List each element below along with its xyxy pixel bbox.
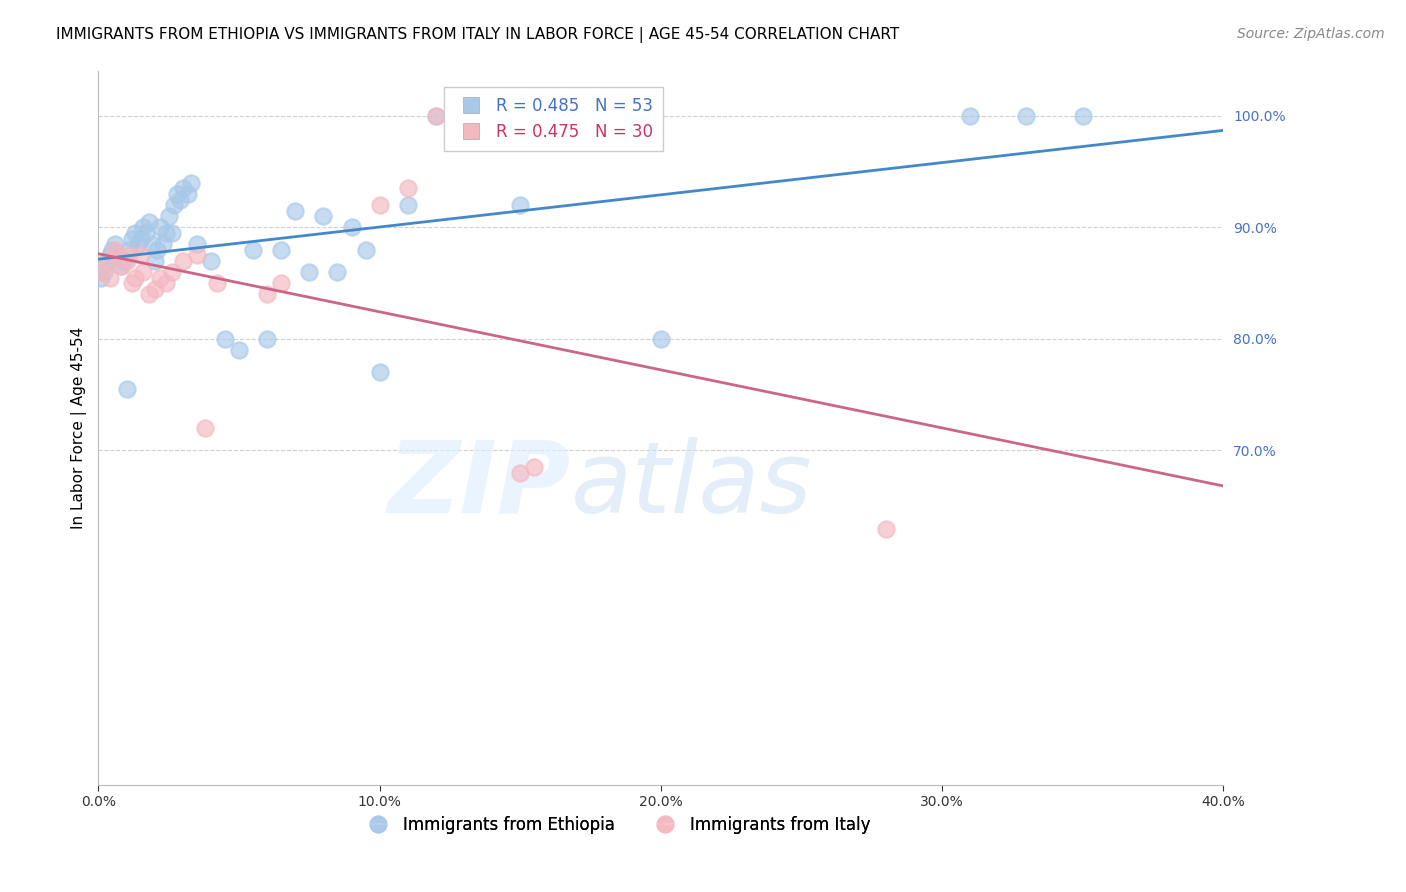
- Point: [132, 220, 155, 235]
- Point: [121, 232, 143, 246]
- Point: [326, 265, 349, 279]
- Point: [98, 248, 121, 262]
- Point: [270, 277, 292, 291]
- Point: [298, 265, 321, 279]
- Text: IMMIGRANTS FROM ETHIOPIA VS IMMIGRANTS FROM ITALY IN LABOR FORCE | AGE 45-54 COR: IMMIGRANTS FROM ETHIOPIA VS IMMIGRANTS F…: [56, 27, 900, 43]
- Point: [228, 343, 250, 358]
- Point: [112, 254, 135, 268]
- Point: [163, 198, 186, 212]
- Point: [256, 332, 278, 346]
- Point: [200, 254, 222, 268]
- Point: [118, 243, 141, 257]
- Point: [425, 109, 447, 123]
- Point: [312, 209, 335, 223]
- Point: [90, 265, 112, 279]
- Point: [1015, 109, 1038, 123]
- Point: [149, 220, 172, 235]
- Legend: Immigrants from Ethiopia, Immigrants from Italy: Immigrants from Ethiopia, Immigrants fro…: [354, 810, 877, 841]
- Text: ZIP: ZIP: [388, 437, 571, 533]
- Point: [107, 248, 129, 262]
- Point: [368, 366, 391, 380]
- Point: [509, 198, 531, 212]
- Point: [93, 265, 115, 279]
- Point: [166, 187, 188, 202]
- Point: [875, 521, 897, 535]
- Point: [256, 287, 278, 301]
- Point: [110, 260, 132, 274]
- Point: [129, 248, 152, 262]
- Point: [155, 226, 177, 240]
- Y-axis label: In Labor Force | Age 45-54: In Labor Force | Age 45-54: [72, 327, 87, 529]
- Point: [138, 287, 160, 301]
- Point: [396, 198, 419, 212]
- Point: [143, 282, 166, 296]
- Point: [959, 109, 981, 123]
- Point: [107, 248, 129, 262]
- Point: [104, 237, 127, 252]
- Point: [396, 181, 419, 195]
- Point: [425, 109, 447, 123]
- Point: [177, 187, 200, 202]
- Point: [368, 198, 391, 212]
- Point: [101, 243, 124, 257]
- Point: [650, 332, 672, 346]
- Text: atlas: atlas: [571, 437, 813, 533]
- Point: [121, 277, 143, 291]
- Point: [194, 421, 217, 435]
- Point: [124, 226, 146, 240]
- Point: [205, 277, 228, 291]
- Point: [214, 332, 236, 346]
- Point: [115, 382, 138, 396]
- Point: [186, 248, 208, 262]
- Point: [155, 277, 177, 291]
- Point: [160, 265, 183, 279]
- Point: [157, 209, 180, 223]
- Point: [138, 215, 160, 229]
- Point: [340, 220, 363, 235]
- Point: [523, 460, 546, 475]
- Point: [110, 260, 132, 274]
- Point: [284, 203, 307, 218]
- Point: [96, 254, 118, 268]
- Point: [172, 254, 194, 268]
- Point: [135, 226, 157, 240]
- Point: [172, 181, 194, 195]
- Point: [143, 254, 166, 268]
- Point: [242, 243, 264, 257]
- Point: [141, 237, 163, 252]
- Point: [146, 243, 169, 257]
- Point: [96, 254, 118, 268]
- Point: [132, 265, 155, 279]
- Point: [453, 109, 475, 123]
- Point: [180, 176, 202, 190]
- Point: [149, 270, 172, 285]
- Point: [152, 237, 174, 252]
- Point: [90, 270, 112, 285]
- Point: [115, 254, 138, 268]
- Point: [98, 270, 121, 285]
- Point: [1071, 109, 1094, 123]
- Point: [124, 270, 146, 285]
- Point: [127, 237, 149, 252]
- Point: [186, 237, 208, 252]
- Point: [270, 243, 292, 257]
- Point: [509, 466, 531, 480]
- Point: [354, 243, 377, 257]
- Point: [129, 232, 152, 246]
- Point: [160, 226, 183, 240]
- Text: Source: ZipAtlas.com: Source: ZipAtlas.com: [1237, 27, 1385, 41]
- Point: [169, 193, 191, 207]
- Point: [104, 243, 127, 257]
- Point: [118, 248, 141, 262]
